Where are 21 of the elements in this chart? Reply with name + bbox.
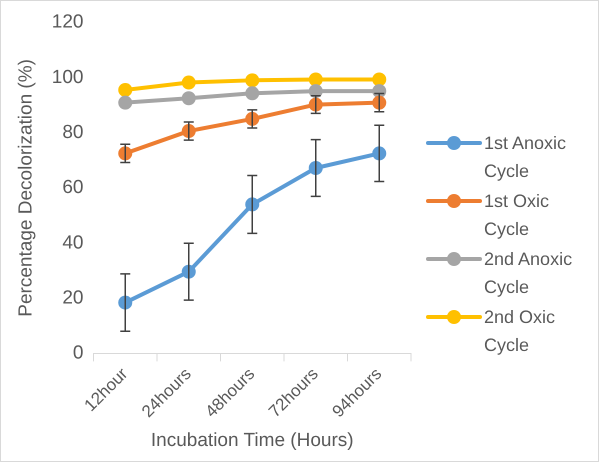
point: [245, 73, 260, 88]
point: [245, 86, 260, 100]
point: [118, 96, 132, 110]
y-tick-label: 100: [52, 66, 84, 88]
point: [308, 72, 323, 86]
y-tick-label: 60: [62, 177, 84, 198]
point: [372, 72, 386, 86]
y-tick-label: 40: [62, 232, 84, 254]
y-axis-title: Percentage Decolorization (%): [16, 59, 37, 317]
y-tick-label: 120: [52, 12, 84, 33]
legend-label: 2nd Oxic Cycle: [484, 306, 556, 357]
legend-label: 1st Anoxic Cycle: [484, 132, 568, 183]
point: [182, 91, 196, 106]
y-tick-label: 80: [62, 122, 84, 143]
point: [118, 82, 132, 97]
legend-label: 2nd Anoxic Cycle: [484, 248, 574, 299]
legend-label: 1st Oxic Cycle: [484, 190, 550, 241]
y-tick-label: 20: [62, 287, 84, 308]
point: [182, 76, 196, 90]
y-tick-label: 0: [72, 342, 84, 364]
x-axis-title: Incubation Time (Hours): [150, 430, 354, 451]
